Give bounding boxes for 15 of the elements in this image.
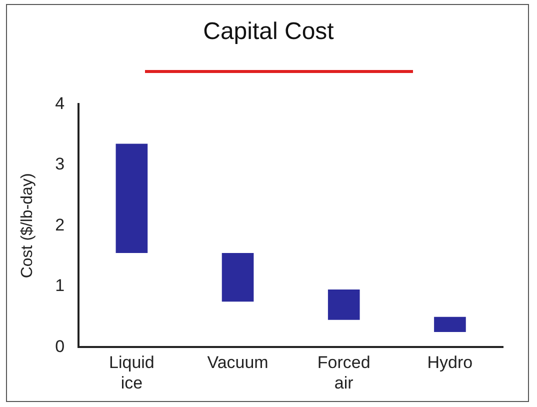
x-tick-label: Hydro [427, 353, 473, 372]
y-tick-label: 2 [55, 215, 65, 234]
y-tick-label: 4 [55, 94, 65, 113]
bar [116, 144, 148, 254]
x-tick-label: Forced air [317, 353, 370, 392]
x-tick-label: Liquid ice [109, 353, 154, 392]
chart-title: Capital Cost [202, 18, 335, 46]
y-tick-label: 3 [55, 154, 65, 174]
bar [222, 253, 254, 302]
y-tick-label: 0 [55, 336, 65, 356]
y-tick-label: 1 [55, 276, 65, 296]
bar [434, 316, 466, 332]
bar [328, 289, 360, 320]
x-tick-label: Vacuum [207, 353, 268, 372]
y-axis-title: Cost ($/lb-day) [19, 173, 36, 278]
